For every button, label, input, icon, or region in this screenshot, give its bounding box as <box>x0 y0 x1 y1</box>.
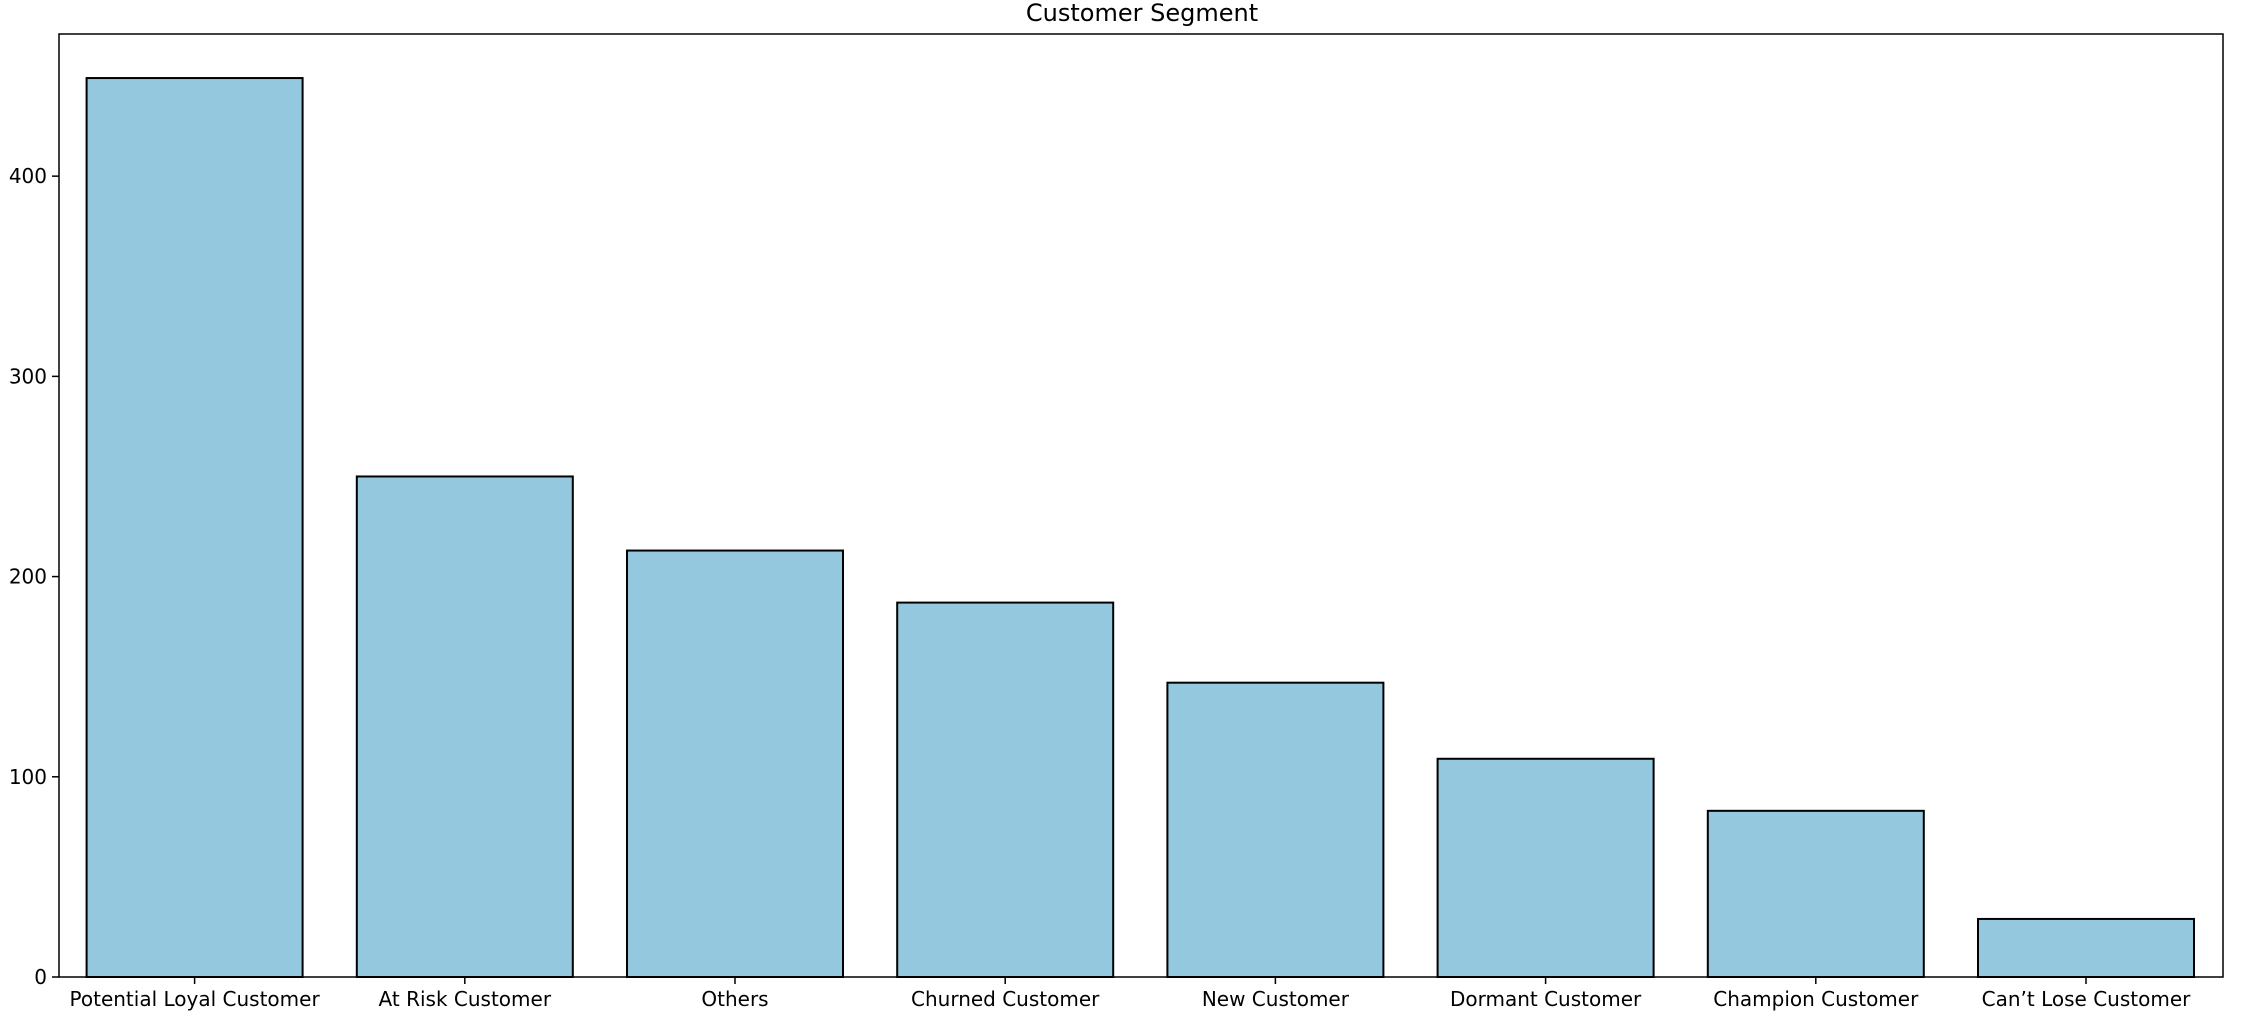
y-tick-label: 200 <box>9 565 47 589</box>
bars-layer <box>85 77 2195 979</box>
bar-4 <box>1166 681 1385 978</box>
y-tick-label: 400 <box>9 164 47 188</box>
x-tick-label: New Customer <box>1202 987 1350 1011</box>
x-tick-label: Dormant Customer <box>1450 987 1642 1011</box>
x-tick-label: Potential Loyal Customer <box>70 987 321 1011</box>
y-tick-label: 100 <box>9 765 47 789</box>
bar-2 <box>626 549 844 978</box>
y-tick-label: 300 <box>9 364 47 388</box>
bar-1 <box>355 475 574 978</box>
chart-title: Customer Segment <box>1026 0 1258 27</box>
x-tick-label: Churned Customer <box>911 987 1100 1011</box>
x-tick-label: Others <box>701 987 768 1011</box>
y-tick-label: 0 <box>34 965 47 989</box>
bar-3 <box>896 601 1115 978</box>
bar-5 <box>1436 757 1655 979</box>
plot-frame <box>58 33 2224 978</box>
bar-6 <box>1706 809 1925 978</box>
bar-7 <box>1977 917 2195 979</box>
x-tick-label: Champion Customer <box>1713 987 1919 1011</box>
x-tick-label: Can’t Lose Customer <box>1982 987 2191 1011</box>
bar-0 <box>85 77 304 979</box>
x-tick-label: At Risk Customer <box>379 987 552 1011</box>
ticks-layer: Potential Loyal Customer At Risk Customer… <box>9 164 2191 1011</box>
